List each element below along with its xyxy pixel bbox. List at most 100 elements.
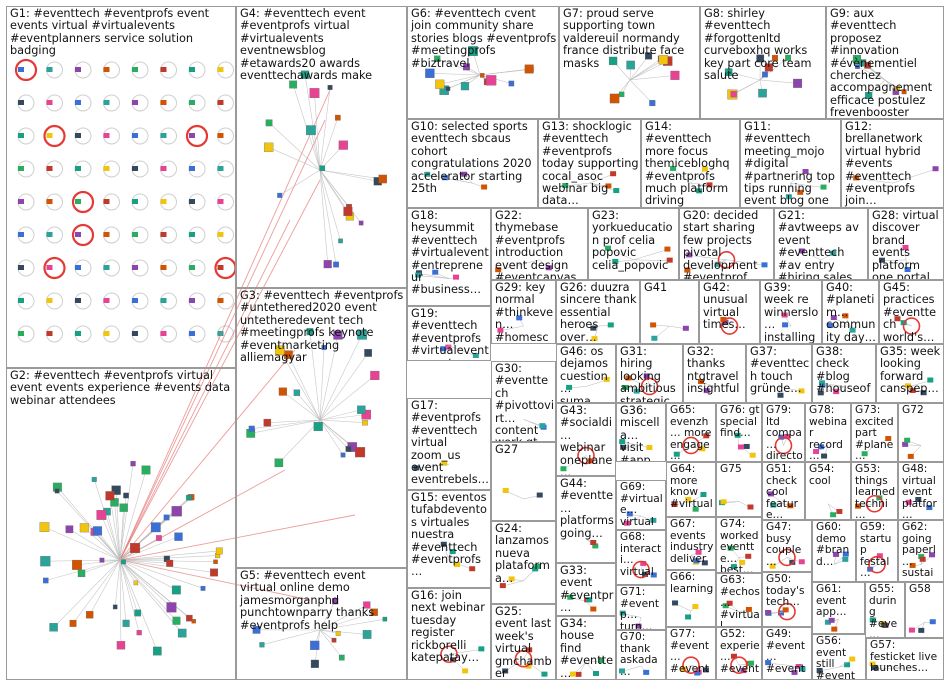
node (160, 67, 167, 72)
group-label: G5: #eventtech event virtual online demo… (240, 569, 378, 632)
node (798, 559, 805, 565)
g2-node (210, 568, 218, 577)
group-label: G50: today's tech… (766, 573, 808, 609)
self-loop (43, 256, 66, 280)
edge-highlight (119, 119, 326, 561)
g8-node (785, 54, 792, 61)
group-label: G1: #eventtech #eventprofs event events … (10, 7, 213, 58)
group-box-g13: G13: shocklogic #eventtech #eventprofs t… (538, 119, 641, 208)
edge (498, 259, 540, 271)
g2-node (123, 492, 129, 499)
node (46, 133, 53, 138)
group-label: G45: practices #eventtech world's… (883, 281, 939, 344)
node (132, 166, 138, 171)
node (536, 492, 543, 498)
edge (822, 385, 845, 387)
edge (279, 350, 321, 421)
node (748, 660, 755, 666)
edge (909, 380, 931, 387)
group-label: G29: key normal #thinkeven… #homesch… #s… (495, 281, 554, 344)
edge (589, 182, 617, 192)
group-box-g33: G33: event #eventpr… #eventte… (556, 563, 616, 616)
group-label: G69: #virtuale… virtual… (620, 481, 663, 529)
node (699, 446, 706, 452)
node (650, 517, 657, 523)
node (777, 610, 784, 616)
group-box-g52: G52: experie… #event… #eventt… (716, 627, 762, 680)
edge (733, 79, 761, 95)
edge (589, 173, 614, 184)
node (633, 388, 640, 394)
group-box-g61: G61: event app… (812, 582, 865, 634)
group-box-g26: G26: duuzra sincere thank essential hero… (556, 280, 640, 344)
node (472, 353, 479, 359)
group-box-g8: G8: shirley #eventtech #forgottenltd cur… (700, 6, 826, 119)
node (798, 388, 805, 394)
node (603, 376, 610, 382)
g5-node (259, 642, 265, 648)
group-label: G63: #echos… #virtual… (720, 574, 760, 627)
node (75, 232, 81, 237)
group-label: G32: thanks ntgtravel insightful… (687, 345, 743, 403)
node (160, 199, 167, 204)
edge (296, 392, 321, 421)
group-label: G31: hiring looking ambitious strategic… (620, 345, 676, 403)
g2-node (43, 577, 49, 584)
node (217, 232, 224, 237)
group-box-g38: G38: check #blog #houseof… streaming… (812, 344, 876, 403)
group-box-g4: G4: #eventtech event #eventprofs virtual… (236, 6, 407, 288)
group-label: G47: busy couple… (766, 521, 802, 568)
node (103, 265, 110, 270)
g3-node (357, 405, 366, 414)
edge (319, 409, 362, 421)
edge (443, 544, 450, 561)
edge (690, 182, 710, 186)
g4-node (358, 220, 364, 226)
node (160, 166, 167, 171)
edge (53, 559, 121, 628)
group-label: G36: miscella… visit #app #charities #bu… (620, 404, 660, 462)
edge (319, 419, 344, 456)
node (926, 505, 933, 511)
group-label: G33: event #eventpr… #eventte… (560, 564, 614, 615)
node (871, 665, 878, 671)
self-loop (902, 317, 921, 335)
node (745, 606, 752, 612)
node (673, 451, 680, 457)
g5-node (252, 626, 261, 634)
node (103, 133, 110, 138)
edge (585, 379, 607, 387)
g8-node (756, 54, 765, 63)
group-label: G3: #eventtech #eventprofs #untethered20… (240, 289, 407, 365)
group-label: G60: demo #brand… (816, 521, 850, 568)
group-box-g54: G54: cool (805, 462, 851, 520)
self-loop (720, 317, 739, 335)
edge (101, 514, 121, 561)
g3-node (306, 328, 314, 336)
node (781, 312, 788, 318)
g3-node (274, 458, 284, 468)
node (739, 559, 746, 565)
node (842, 313, 849, 319)
edge (418, 275, 450, 279)
group-box-g7: G7: proud serve supporting town valdereu… (559, 6, 700, 119)
group-box-g10: G10: selected sports eventtech sbcaus co… (407, 119, 538, 208)
node (700, 492, 707, 498)
group-box-g20: G20: decided start sharing few projects … (679, 208, 774, 280)
g3-node (278, 387, 287, 396)
edge (448, 345, 476, 357)
edge (279, 169, 321, 196)
node (795, 663, 802, 669)
node (18, 100, 24, 105)
g3-node (248, 425, 255, 432)
node (769, 563, 776, 569)
group-label: G14: #eventtech more focus themicebloghq… (645, 120, 730, 208)
edge (801, 251, 822, 261)
g6-node (468, 46, 478, 57)
node (160, 265, 167, 270)
edge (319, 629, 343, 658)
group-box-g34: G34: house find #eventte… church… (556, 616, 616, 680)
edge (622, 441, 642, 446)
node (799, 666, 806, 672)
node (767, 491, 774, 497)
